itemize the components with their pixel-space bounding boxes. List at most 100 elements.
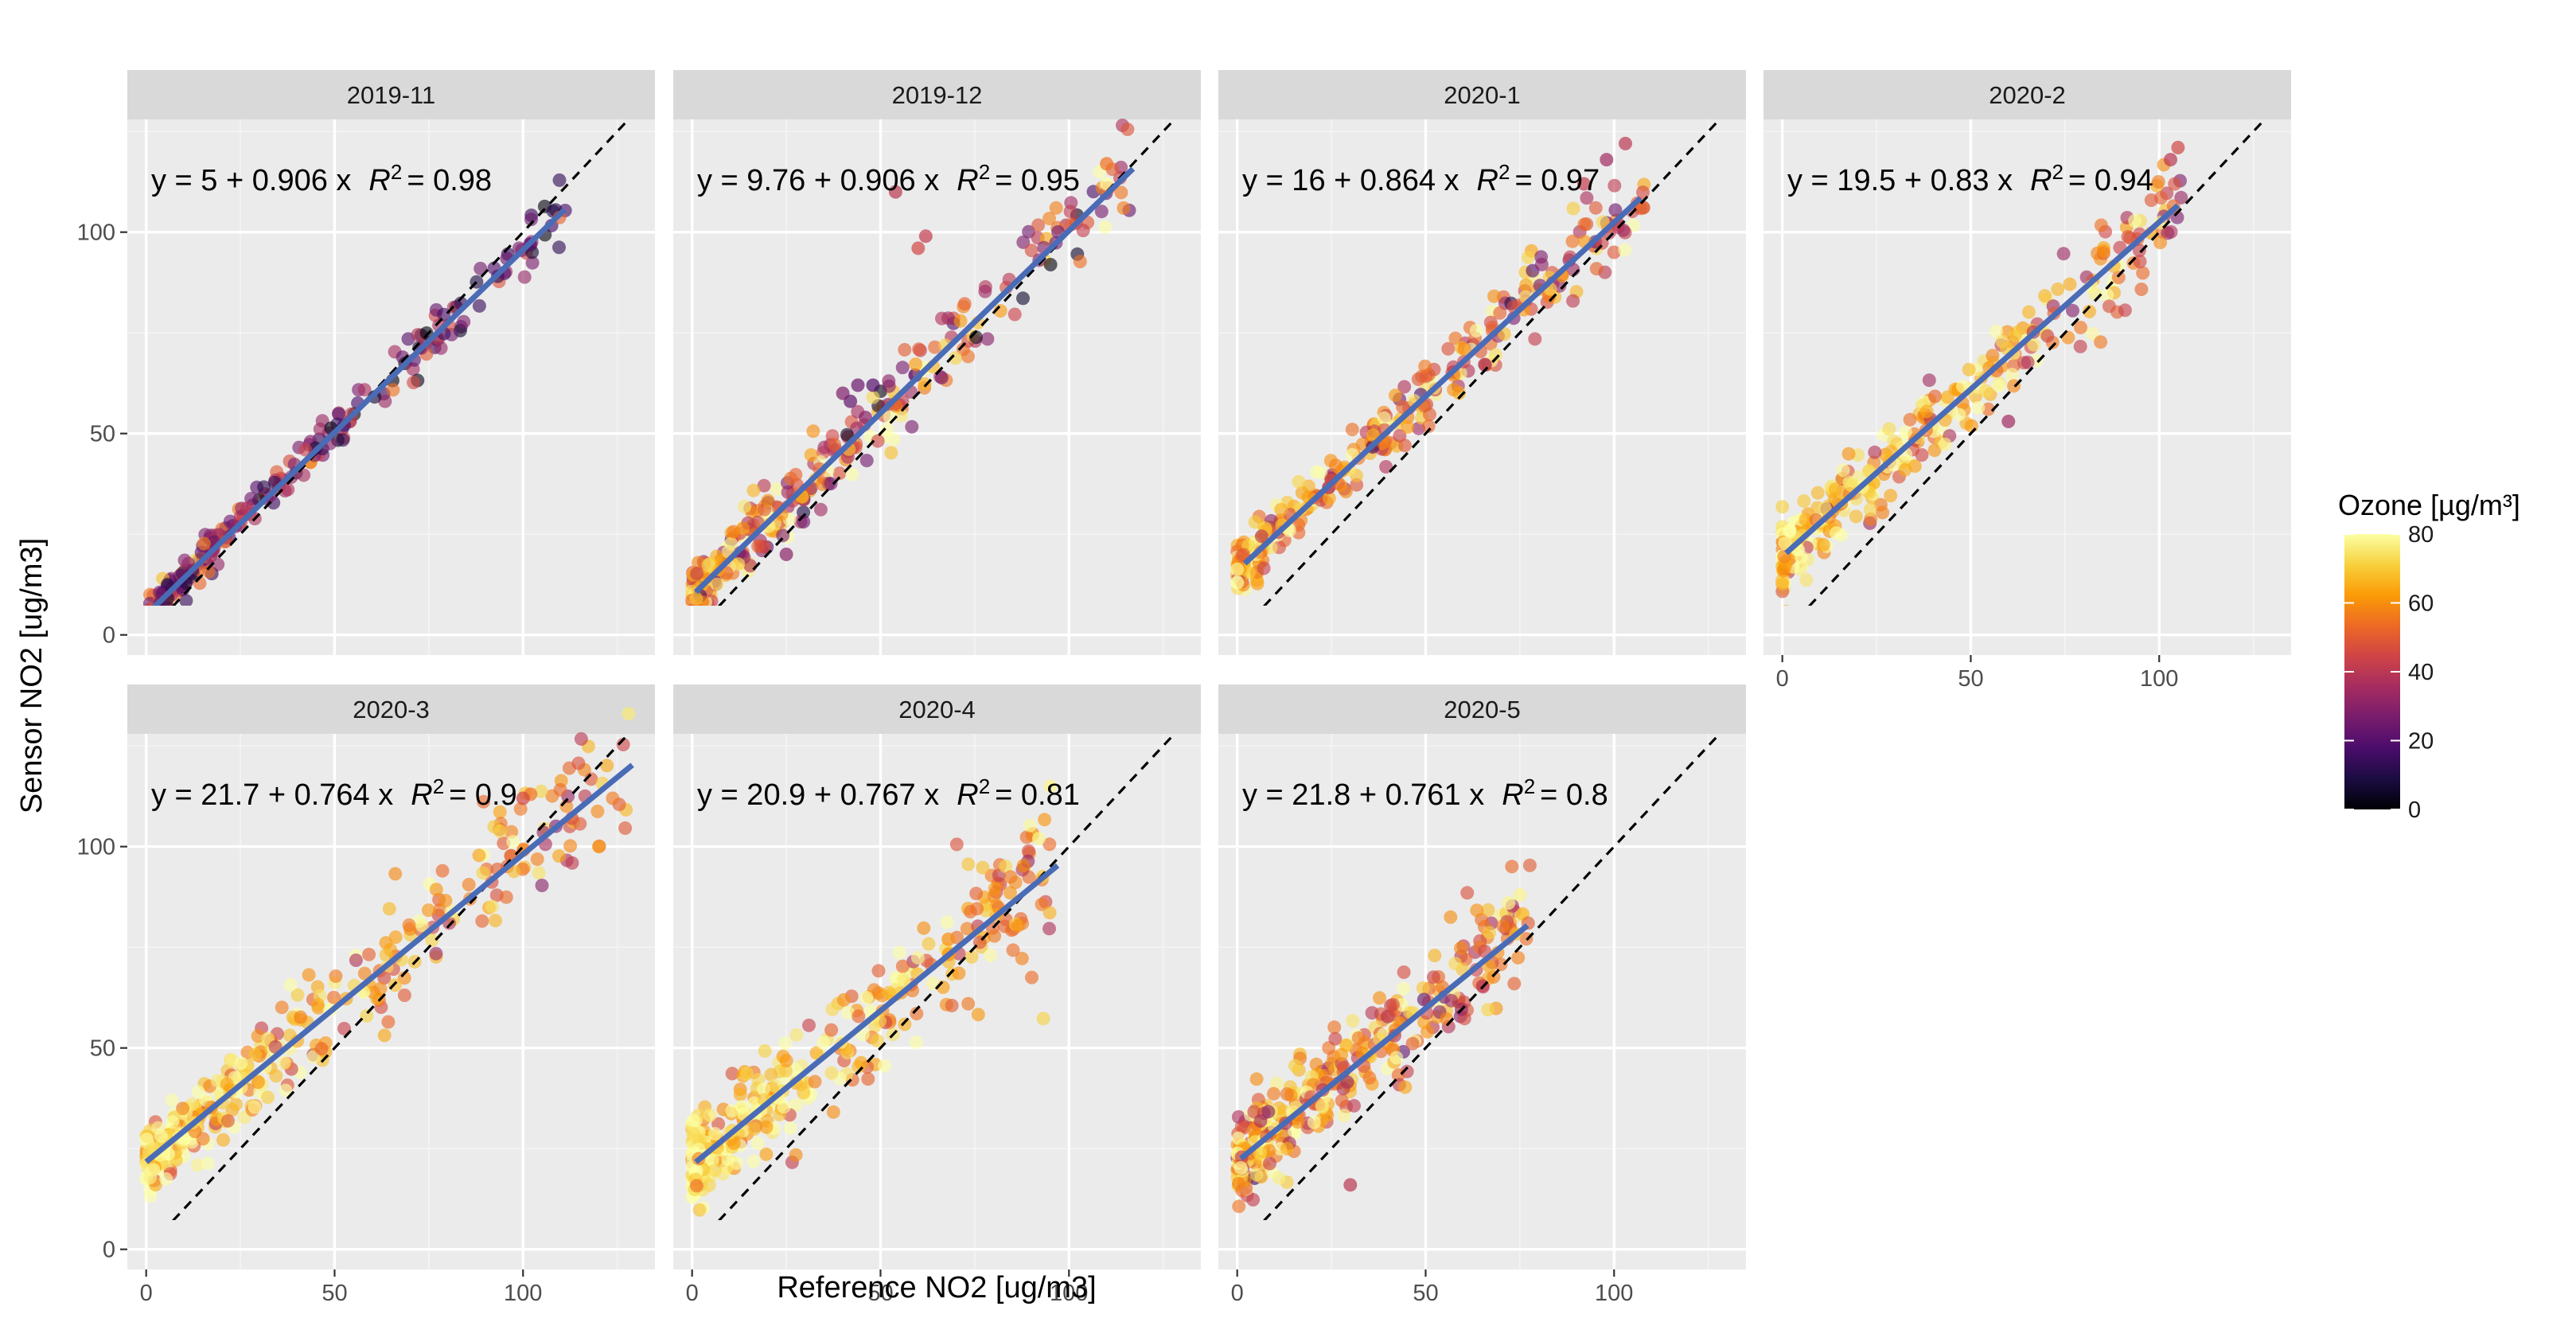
facet-panel-2020-2: 2020-2 y = 19.5 + 0.83 x R2 = 0.94 (1763, 70, 2291, 655)
data-point (828, 438, 841, 451)
data-point (727, 1136, 741, 1150)
data-point (1829, 482, 1842, 497)
data-point (1964, 419, 1978, 433)
data-point (1267, 1086, 1280, 1101)
data-point (1876, 505, 1890, 520)
data-point (1469, 323, 1483, 337)
legend-tick-label: 0 (2408, 797, 2421, 823)
data-point (892, 946, 906, 960)
data-point (190, 1158, 205, 1172)
data-point (388, 930, 403, 944)
data-point (941, 932, 956, 946)
panel-plot-area (139, 707, 636, 1220)
data-point (1042, 837, 1057, 852)
data-point (1487, 289, 1501, 303)
data-point (248, 1047, 263, 1062)
data-point (809, 1046, 824, 1060)
identity-dashed-line (1262, 732, 1721, 1220)
data-point (532, 866, 546, 880)
data-point (176, 1102, 190, 1116)
data-point (1493, 306, 1507, 320)
data-point (808, 1074, 822, 1089)
facet-strip-label: 2020-4 (898, 696, 976, 723)
data-point (1982, 402, 1995, 416)
data-point (686, 1126, 700, 1141)
data-point (1416, 981, 1430, 995)
data-point (1797, 494, 1811, 509)
data-point (804, 448, 818, 462)
data-point (1389, 1051, 1404, 1065)
data-point (1776, 564, 1791, 578)
data-point (1887, 434, 1901, 448)
data-point (2100, 288, 2114, 302)
data-point (1288, 1059, 1302, 1073)
identity-dashed-line (717, 732, 1176, 1220)
data-point (918, 377, 932, 391)
data-point (360, 1008, 374, 1023)
data-point (2121, 230, 2135, 244)
data-point (777, 1100, 791, 1114)
data-point (472, 848, 486, 863)
data-point (329, 969, 343, 983)
data-point (757, 478, 771, 493)
data-point (721, 1152, 735, 1167)
data-point (357, 383, 372, 397)
data-point (485, 899, 499, 914)
facet-strip (1218, 70, 1746, 119)
data-point (1389, 388, 1402, 403)
data-point (778, 1036, 793, 1051)
data-point (1903, 412, 1917, 427)
facet-strip-label: 2019-11 (347, 81, 435, 109)
data-point (1023, 818, 1037, 833)
data-point (1428, 949, 1442, 962)
data-point (476, 866, 490, 880)
data-point (349, 953, 363, 967)
data-point (1365, 1006, 1379, 1020)
data-point (234, 1056, 248, 1070)
data-point (1589, 262, 1604, 276)
data-point (1513, 887, 1527, 902)
data-point (2128, 214, 2142, 228)
data-point (1483, 959, 1497, 973)
data-point (1016, 859, 1031, 873)
data-point (298, 443, 313, 457)
data-point (1346, 1014, 1360, 1028)
data-point (1566, 201, 1580, 216)
legend-title: Ozone [µg/m³] (2338, 489, 2520, 521)
data-point (969, 887, 984, 901)
r2-symbol: R (368, 164, 390, 197)
data-point (1448, 957, 1463, 971)
x-tick-label: 0 (140, 1281, 153, 1306)
data-point (725, 1104, 739, 1118)
data-point (1489, 348, 1503, 362)
data-point (1505, 860, 1519, 874)
data-point (397, 989, 411, 1002)
data-point (928, 340, 942, 354)
data-point (1922, 373, 1936, 388)
legend-tick-label: 40 (2408, 660, 2434, 685)
data-point (1007, 307, 1022, 322)
data-point (778, 1063, 793, 1078)
data-point (1094, 205, 1109, 219)
data-point (425, 934, 439, 947)
data-point (2170, 210, 2184, 224)
data-point (1379, 460, 1393, 474)
data-point (1619, 136, 1632, 150)
data-point (1328, 1031, 1343, 1046)
facet-strip-label: 2020-5 (1444, 696, 1521, 723)
data-point (1327, 1020, 1342, 1035)
data-point (388, 867, 403, 881)
data-point (824, 1066, 839, 1080)
r2-symbol: R (957, 164, 978, 197)
y-tick-label: 100 (77, 835, 115, 860)
data-point (1022, 844, 1035, 858)
data-point (882, 374, 896, 388)
data-point (1397, 380, 1412, 394)
data-point (1971, 400, 1986, 415)
data-point (1339, 485, 1353, 499)
data-point (600, 758, 614, 773)
data-point (1263, 1156, 1276, 1171)
data-point (961, 996, 976, 1011)
data-point (592, 840, 606, 854)
data-point (1992, 379, 2005, 393)
